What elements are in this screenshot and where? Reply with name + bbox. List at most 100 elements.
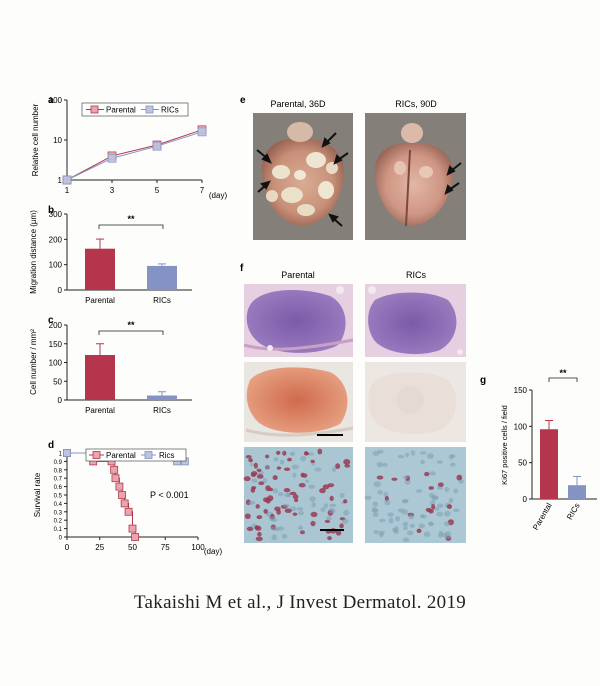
panel-a-xlabel: (day) bbox=[209, 191, 228, 200]
lung-photo-parental bbox=[253, 113, 353, 240]
y-tick-label: 100 bbox=[49, 261, 63, 270]
x-tick-label: 1 bbox=[65, 186, 70, 195]
cell-nucleus bbox=[444, 531, 451, 537]
cell-nucleus bbox=[255, 504, 260, 509]
panel-label-e: e bbox=[240, 95, 246, 106]
cell-nucleus bbox=[256, 515, 263, 520]
cell-nucleus bbox=[251, 478, 258, 483]
cell-nucleus bbox=[246, 526, 254, 532]
cell-nucleus bbox=[304, 452, 310, 456]
cell-nucleus bbox=[428, 486, 434, 490]
cell-nucleus bbox=[256, 474, 264, 479]
data-point bbox=[107, 153, 117, 163]
cell-nucleus bbox=[378, 518, 386, 523]
y-tick-label: 0.4 bbox=[54, 502, 63, 508]
panel-d-pvalue: P < 0.001 bbox=[150, 490, 189, 500]
cell-nucleus bbox=[456, 474, 463, 481]
cell-nucleus bbox=[258, 481, 265, 486]
cell-nucleus bbox=[409, 523, 415, 528]
x-category-label: RICs bbox=[153, 296, 171, 305]
cell-nucleus bbox=[391, 477, 398, 481]
cell-nucleus bbox=[326, 515, 332, 521]
cell-nucleus bbox=[310, 520, 316, 527]
legend-parental-marker bbox=[90, 105, 99, 114]
cell-nucleus bbox=[458, 479, 464, 484]
cell-nucleus bbox=[343, 458, 351, 465]
cell-nucleus bbox=[443, 521, 451, 527]
cell-nucleus bbox=[281, 533, 288, 539]
cell-nucleus bbox=[265, 498, 271, 504]
bar-parental bbox=[85, 355, 115, 400]
panel-b-chart: 0 100 200 300 Parental RICs Migration distan… bbox=[29, 210, 192, 305]
cell-nucleus bbox=[265, 454, 270, 459]
cell-nucleus bbox=[387, 512, 395, 517]
cell-nucleus bbox=[449, 462, 456, 467]
y-tick-label: 300 bbox=[49, 210, 63, 219]
cell-nucleus bbox=[383, 491, 389, 497]
cell-nucleus bbox=[284, 508, 292, 513]
cell-nucleus bbox=[372, 501, 379, 507]
cell-nucleus bbox=[444, 486, 450, 492]
cell-nucleus bbox=[402, 526, 408, 530]
panel-d-chart: 0 0.1 0.2 0.3 0.4 0.5 0.6 0.7 0.8 0.9 1 0 25 50 75 100… bbox=[33, 448, 223, 556]
panel-label-a: a bbox=[48, 95, 54, 106]
lung-photo-rics bbox=[365, 113, 466, 240]
legend-parental-marker bbox=[92, 451, 101, 459]
cell-nucleus bbox=[248, 458, 253, 463]
cell-nucleus bbox=[420, 459, 425, 465]
data-point bbox=[197, 127, 207, 137]
cell-nucleus bbox=[289, 491, 297, 496]
cell-nucleus bbox=[253, 462, 258, 469]
cell-nucleus bbox=[402, 521, 409, 527]
cell-nucleus bbox=[273, 457, 279, 462]
series-line-parental bbox=[66, 129, 203, 181]
cell-nucleus bbox=[296, 507, 304, 511]
cell-nucleus bbox=[436, 460, 443, 464]
cell-nucleus bbox=[308, 484, 316, 489]
censor-marker bbox=[110, 465, 119, 474]
x-category-label: RICs bbox=[153, 406, 171, 415]
cell-nucleus bbox=[372, 512, 379, 517]
censor-marker bbox=[128, 524, 137, 533]
data-point bbox=[62, 175, 72, 185]
y-tick-label: 0.6 bbox=[54, 485, 63, 491]
y-tick-label: 100 bbox=[49, 359, 63, 368]
cell-nucleus bbox=[292, 494, 299, 500]
cell-nucleus bbox=[402, 475, 409, 480]
cell-nucleus bbox=[453, 488, 459, 494]
x-tick-label: 25 bbox=[95, 543, 104, 552]
cell-nucleus bbox=[446, 504, 453, 509]
panel-g-significance: ** bbox=[559, 368, 567, 378]
cell-nucleus bbox=[277, 526, 285, 531]
censor-marker bbox=[63, 449, 71, 457]
cell-nucleus bbox=[436, 511, 444, 517]
censor-marker bbox=[131, 533, 140, 541]
y-tick-label: 0.2 bbox=[54, 519, 63, 525]
cell-nucleus bbox=[265, 464, 270, 470]
cell-nucleus bbox=[298, 511, 305, 516]
legend-rics-marker bbox=[144, 451, 153, 459]
cell-nucleus bbox=[323, 503, 329, 509]
cell-nucleus bbox=[410, 450, 416, 456]
cell-nucleus bbox=[272, 488, 279, 494]
panel-g-chart: 0 50 100 150 Parental RICs Ki67 positive cel… bbox=[500, 368, 597, 532]
cell-nucleus bbox=[251, 485, 257, 490]
y-tick-label: 0.5 bbox=[54, 494, 63, 500]
panel-f-left-title: Parental bbox=[281, 270, 315, 280]
panel-d-legend-parental: Parental bbox=[106, 451, 136, 460]
panel-d-xlabel: (day) bbox=[204, 547, 223, 556]
censor-marker bbox=[124, 507, 133, 516]
censor-marker bbox=[115, 482, 124, 491]
panel-e-left-title: Parental, 36D bbox=[270, 99, 326, 109]
cell-nucleus bbox=[428, 521, 434, 526]
cell-nucleus bbox=[310, 511, 318, 518]
cell-nucleus bbox=[406, 530, 414, 536]
y-tick-label: 100 bbox=[514, 422, 528, 431]
x-tick-label: 3 bbox=[110, 186, 115, 195]
cell-nucleus bbox=[376, 475, 384, 480]
ihc-stain-parental bbox=[244, 362, 354, 442]
y-tick-label: 0 bbox=[59, 536, 63, 542]
y-tick-label: 200 bbox=[49, 321, 63, 330]
cell-nucleus bbox=[243, 476, 251, 482]
cell-nucleus bbox=[376, 461, 384, 468]
